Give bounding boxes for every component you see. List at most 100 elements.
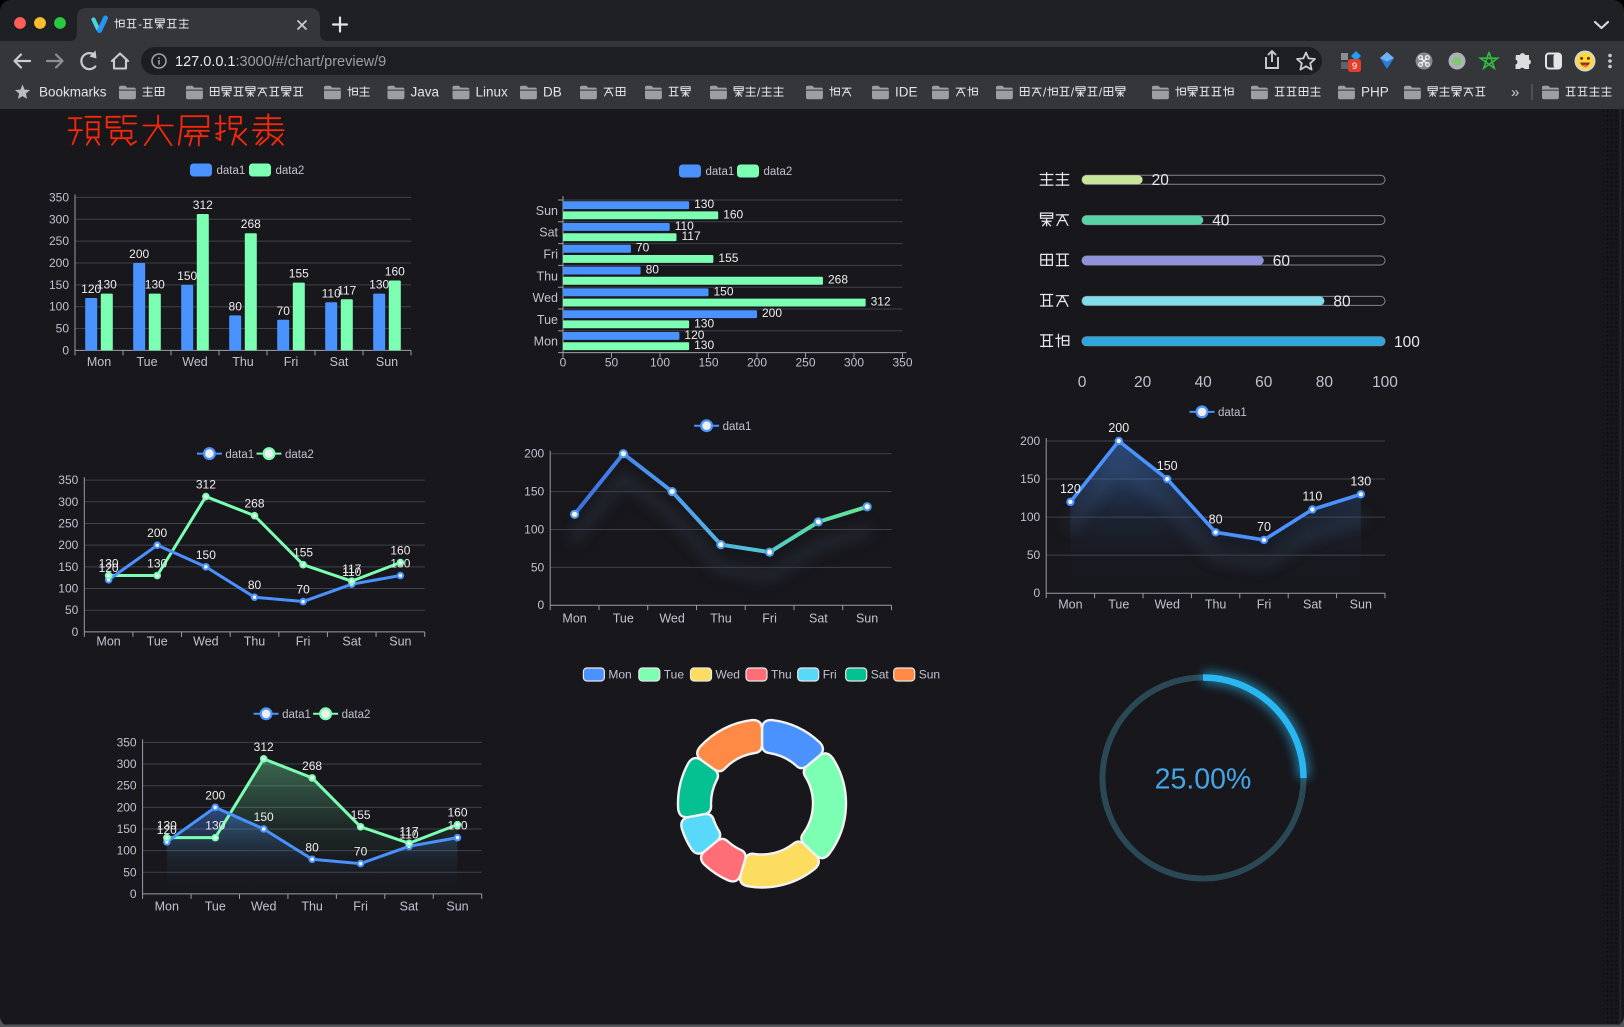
svg-text:50: 50	[531, 560, 545, 574]
svg-text:150: 150	[49, 278, 69, 292]
svg-text:200: 200	[49, 256, 69, 270]
svg-text:Wed: Wed	[1154, 597, 1180, 611]
svg-text:268: 268	[241, 217, 261, 231]
svg-text:160: 160	[385, 265, 405, 279]
svg-text:Fri: Fri	[353, 900, 368, 914]
svg-text:70: 70	[277, 304, 291, 318]
svg-text:155: 155	[289, 267, 309, 281]
svg-text:110: 110	[1302, 490, 1322, 504]
svg-text:0: 0	[130, 887, 137, 901]
svg-text:120: 120	[1060, 482, 1081, 496]
svg-text:250: 250	[117, 779, 137, 793]
svg-text:160: 160	[723, 207, 743, 221]
svg-text:/: /	[1071, 85, 1075, 99]
svg-text:150: 150	[1020, 472, 1040, 486]
svg-text:200: 200	[147, 526, 167, 540]
svg-text:150: 150	[698, 356, 718, 370]
svg-text:Fri: Fri	[296, 634, 311, 648]
svg-text:0: 0	[1078, 374, 1087, 391]
svg-text:100: 100	[1394, 334, 1420, 351]
svg-text:Tue: Tue	[136, 355, 157, 369]
svg-text:Wed: Wed	[193, 634, 219, 648]
svg-text:40: 40	[1212, 213, 1230, 230]
svg-text:120: 120	[157, 823, 177, 837]
svg-text:312: 312	[254, 740, 274, 754]
svg-text:160: 160	[447, 806, 467, 820]
svg-text:Thu: Thu	[244, 634, 266, 648]
svg-text:100: 100	[1372, 374, 1398, 391]
svg-text:150: 150	[177, 269, 197, 283]
svg-text:Tue: Tue	[537, 313, 558, 327]
svg-text:70: 70	[636, 241, 650, 255]
svg-text:80: 80	[248, 578, 262, 592]
svg-text:155: 155	[293, 546, 313, 560]
svg-text:Linux: Linux	[476, 85, 509, 100]
svg-text:130: 130	[147, 557, 167, 571]
svg-text:110: 110	[342, 565, 361, 579]
svg-text:/: /	[1099, 85, 1103, 99]
svg-text:120: 120	[684, 328, 704, 342]
svg-text:150: 150	[254, 810, 274, 824]
svg-text:Wed: Wed	[716, 668, 740, 682]
svg-text:130: 130	[157, 819, 177, 833]
svg-text:0: 0	[1034, 586, 1041, 600]
svg-text:50: 50	[56, 322, 70, 336]
svg-text:Wed: Wed	[251, 900, 277, 914]
svg-text:Fri: Fri	[762, 611, 777, 625]
svg-text:130: 130	[145, 278, 165, 292]
svg-text:Java: Java	[411, 85, 440, 100]
svg-text:Mon: Mon	[1058, 597, 1082, 611]
svg-text:-: -	[138, 17, 142, 31]
svg-text:350: 350	[58, 473, 78, 487]
svg-text:Tue: Tue	[1108, 597, 1129, 611]
svg-text:Thu: Thu	[232, 355, 254, 369]
svg-text:Thu: Thu	[771, 668, 792, 682]
svg-text:70: 70	[1257, 520, 1271, 534]
svg-text:9: 9	[1352, 61, 1357, 72]
svg-text:250: 250	[49, 234, 69, 248]
svg-text:80: 80	[1333, 293, 1351, 310]
svg-text:Sat: Sat	[1303, 597, 1322, 611]
svg-text:80: 80	[1316, 374, 1334, 391]
svg-text:250: 250	[795, 356, 815, 370]
svg-text:20: 20	[1152, 172, 1170, 189]
svg-text:IDE: IDE	[895, 85, 918, 100]
svg-text:data1: data1	[1218, 407, 1247, 419]
svg-text:130: 130	[1350, 474, 1371, 488]
svg-text:Fri: Fri	[284, 355, 299, 369]
svg-text:200: 200	[58, 538, 78, 552]
svg-text:200: 200	[747, 356, 767, 370]
svg-text:312: 312	[196, 478, 216, 492]
svg-text:Thu: Thu	[710, 611, 732, 625]
svg-text:200: 200	[205, 788, 225, 802]
svg-text:»: »	[1511, 84, 1519, 101]
svg-text:100: 100	[49, 300, 69, 314]
svg-text:200: 200	[524, 447, 544, 461]
svg-text:25.00%: 25.00%	[1155, 764, 1252, 796]
svg-text:155: 155	[718, 251, 738, 265]
svg-text:Sun: Sun	[536, 204, 558, 218]
svg-text:60: 60	[1273, 253, 1291, 270]
svg-text:Thu: Thu	[301, 900, 323, 914]
svg-text:200: 200	[762, 306, 782, 320]
svg-text:200: 200	[1108, 421, 1129, 435]
svg-text:70: 70	[354, 845, 368, 859]
svg-text:312: 312	[193, 198, 213, 212]
svg-text:150: 150	[714, 284, 734, 298]
svg-text:Wed: Wed	[533, 291, 559, 305]
svg-text:100: 100	[524, 523, 544, 537]
svg-text:0: 0	[62, 343, 69, 357]
svg-text:110: 110	[675, 219, 694, 233]
svg-text:70: 70	[296, 583, 310, 597]
svg-text:150: 150	[524, 485, 544, 499]
svg-text:Sat: Sat	[342, 634, 361, 648]
svg-text:Mon: Mon	[87, 355, 111, 369]
svg-text:268: 268	[244, 497, 264, 511]
svg-text:250: 250	[58, 517, 78, 531]
svg-text:Sun: Sun	[376, 355, 398, 369]
svg-text:312: 312	[871, 295, 891, 309]
svg-text:Sun: Sun	[446, 900, 468, 914]
svg-text:110: 110	[322, 286, 341, 300]
svg-text:data2: data2	[276, 165, 305, 177]
svg-text:100: 100	[1020, 510, 1040, 524]
